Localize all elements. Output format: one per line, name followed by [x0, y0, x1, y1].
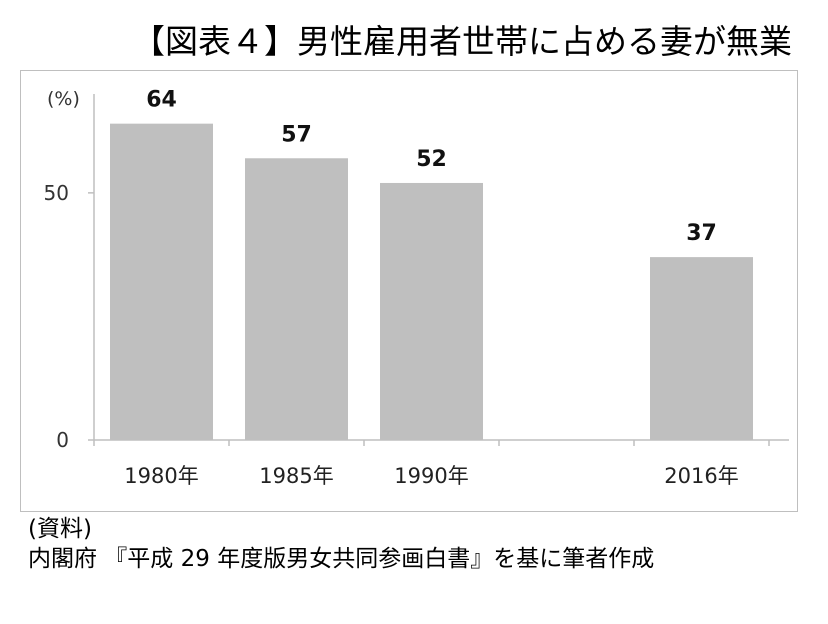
- x-tick-label: 1985年: [259, 464, 333, 488]
- chart-title: 【図表４】男性雇用者世帯に占める妻が無業: [132, 22, 792, 61]
- data-label: 64: [146, 88, 177, 113]
- y-tick-labels: 0 50: [44, 181, 69, 452]
- bar: [650, 257, 753, 440]
- bar: [110, 123, 213, 441]
- source-label: (資料): [28, 516, 92, 542]
- data-label: 57: [281, 122, 312, 147]
- chart-frame: (%) 64 57 52 37 1980年 1985年 1990年 2016年 0 50: [20, 70, 798, 512]
- x-tick-label: 1990年: [394, 464, 468, 488]
- x-tick-labels: 1980年 1985年 1990年 2016年: [124, 464, 738, 488]
- y-tick-label: 0: [56, 428, 69, 452]
- bars: [110, 123, 753, 441]
- x-tick-label: 2016年: [664, 464, 738, 488]
- source-note: (資料) 内閣府 『平成 29 年度版男女共同参画白書』を基に筆者作成: [28, 514, 654, 574]
- x-tick-label: 1980年: [124, 464, 198, 488]
- data-label: 52: [416, 147, 447, 172]
- y-tick-label: 50: [44, 181, 69, 205]
- bar: [380, 182, 483, 440]
- bar: [245, 158, 348, 440]
- bar-chart: (%) 64 57 52 37 1980年 1985年 1990年 2016年 0 50: [44, 88, 789, 488]
- data-labels: 64 57 52 37: [146, 88, 717, 246]
- source-text: 内閣府 『平成 29 年度版男女共同参画白書』を基に筆者作成: [28, 546, 655, 572]
- y-axis-unit-label: (%): [47, 88, 80, 110]
- data-label: 37: [686, 221, 717, 246]
